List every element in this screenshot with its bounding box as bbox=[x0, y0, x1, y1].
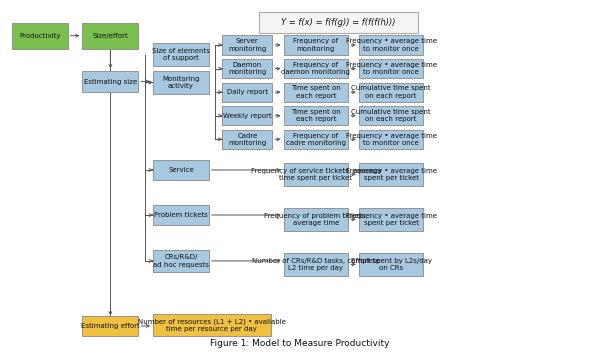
Text: Time spent on
each report: Time spent on each report bbox=[291, 109, 341, 122]
Text: Frequency • average time
to monitor once: Frequency • average time to monitor once bbox=[346, 132, 437, 146]
Text: Estimating effort: Estimating effort bbox=[81, 323, 140, 329]
FancyBboxPatch shape bbox=[153, 71, 209, 94]
Text: Weekly report: Weekly report bbox=[223, 113, 272, 119]
FancyBboxPatch shape bbox=[259, 12, 418, 33]
Text: Frequency • average time
to monitor once: Frequency • average time to monitor once bbox=[346, 38, 437, 52]
Text: Productivity: Productivity bbox=[19, 32, 61, 39]
FancyBboxPatch shape bbox=[284, 253, 348, 276]
FancyBboxPatch shape bbox=[153, 250, 209, 272]
FancyBboxPatch shape bbox=[284, 83, 348, 102]
Text: Frequency of
daemon monitoring: Frequency of daemon monitoring bbox=[281, 62, 350, 75]
Text: Y = f(x) = f(f(g)) = f(f(f(h))): Y = f(x) = f(f(g)) = f(f(f(h))) bbox=[281, 18, 395, 27]
Text: Cadre
monitoring: Cadre monitoring bbox=[228, 132, 266, 146]
Text: Frequency • average time
to monitor once: Frequency • average time to monitor once bbox=[346, 62, 437, 75]
FancyBboxPatch shape bbox=[284, 59, 348, 78]
Text: Time spent on
each report: Time spent on each report bbox=[291, 86, 341, 99]
FancyBboxPatch shape bbox=[223, 35, 272, 55]
Text: Daily report: Daily report bbox=[227, 89, 268, 95]
FancyBboxPatch shape bbox=[153, 43, 209, 66]
FancyBboxPatch shape bbox=[82, 23, 139, 49]
FancyBboxPatch shape bbox=[153, 314, 271, 336]
FancyBboxPatch shape bbox=[153, 205, 209, 225]
Text: Frequency of
monitoring: Frequency of monitoring bbox=[293, 38, 338, 52]
FancyBboxPatch shape bbox=[359, 35, 424, 55]
FancyBboxPatch shape bbox=[284, 208, 348, 231]
FancyBboxPatch shape bbox=[359, 208, 424, 231]
Text: Problem tickets: Problem tickets bbox=[154, 212, 208, 218]
Text: Size of elements
of support: Size of elements of support bbox=[152, 48, 210, 61]
Text: Frequency • average time
spent per ticket: Frequency • average time spent per ticke… bbox=[346, 213, 437, 226]
FancyBboxPatch shape bbox=[359, 130, 424, 149]
FancyBboxPatch shape bbox=[223, 130, 272, 149]
FancyBboxPatch shape bbox=[284, 163, 348, 186]
FancyBboxPatch shape bbox=[284, 130, 348, 149]
FancyBboxPatch shape bbox=[12, 23, 68, 49]
Text: Daemon
monitoring: Daemon monitoring bbox=[228, 62, 266, 75]
FancyBboxPatch shape bbox=[359, 253, 424, 276]
FancyBboxPatch shape bbox=[359, 163, 424, 186]
Text: Effort spent by L2s/day
on CRs: Effort spent by L2s/day on CRs bbox=[350, 258, 431, 271]
FancyBboxPatch shape bbox=[223, 106, 272, 125]
FancyBboxPatch shape bbox=[284, 35, 348, 55]
Text: Service: Service bbox=[168, 167, 194, 173]
FancyBboxPatch shape bbox=[359, 59, 424, 78]
Text: Server
monitoring: Server monitoring bbox=[228, 38, 266, 52]
Text: Number of CRs/R&D tasks, complete
L2 time per day: Number of CRs/R&D tasks, complete L2 tim… bbox=[252, 258, 380, 271]
Text: Figure 1: Model to Measure Productivity: Figure 1: Model to Measure Productivity bbox=[210, 339, 390, 348]
FancyBboxPatch shape bbox=[153, 160, 209, 180]
Text: Estimating size: Estimating size bbox=[84, 79, 137, 84]
Text: Size/effort: Size/effort bbox=[92, 32, 128, 39]
Text: Cumulative time spent
on each report: Cumulative time spent on each report bbox=[352, 109, 431, 122]
Text: Number of resources (L1 + L2) • available
time per resource per day: Number of resources (L1 + L2) • availabl… bbox=[138, 318, 286, 332]
FancyBboxPatch shape bbox=[223, 59, 272, 78]
Text: CRs/R&D/
ad hoc requests: CRs/R&D/ ad hoc requests bbox=[153, 254, 209, 268]
FancyBboxPatch shape bbox=[223, 83, 272, 102]
FancyBboxPatch shape bbox=[359, 83, 424, 102]
FancyBboxPatch shape bbox=[359, 106, 424, 125]
Text: Frequency • average time
spent per ticket: Frequency • average time spent per ticke… bbox=[346, 168, 437, 181]
FancyBboxPatch shape bbox=[82, 71, 139, 92]
FancyBboxPatch shape bbox=[284, 106, 348, 125]
Text: Monitoring
activity: Monitoring activity bbox=[162, 76, 200, 89]
Text: Frequency of problem tickets,
average time: Frequency of problem tickets, average ti… bbox=[264, 213, 368, 226]
FancyBboxPatch shape bbox=[82, 316, 139, 336]
Text: Cumulative time spent
on each report: Cumulative time spent on each report bbox=[352, 86, 431, 99]
Text: Frequency of service tickets, average
time spent per ticket: Frequency of service tickets, average ti… bbox=[251, 168, 381, 181]
Text: Frequency of
cadre monitoring: Frequency of cadre monitoring bbox=[286, 132, 346, 146]
